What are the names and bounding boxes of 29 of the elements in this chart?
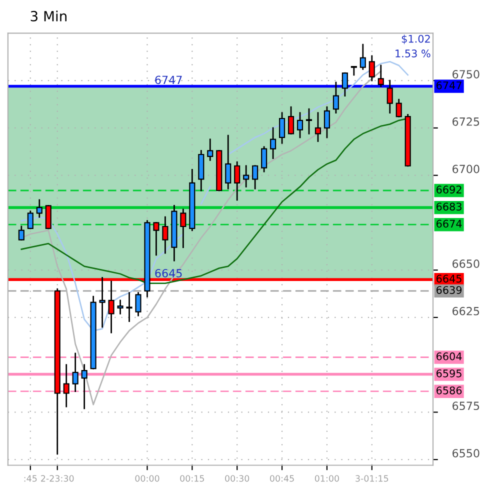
ref-line-label: 6645: [436, 274, 462, 283]
y-tick-label: 6650: [452, 260, 480, 268]
annotation: 6747: [155, 76, 182, 84]
ref-line-label: 6692: [436, 186, 462, 194]
ref-line-label: 6683: [436, 202, 462, 211]
ref-line-label: 6586: [436, 386, 462, 394]
y-tick-label: 6700: [452, 164, 480, 174]
x-tick-label: 2-23:30: [41, 475, 74, 482]
y-tick-label: 6575: [452, 402, 480, 410]
x-tick-label: 3-01:15: [356, 475, 388, 482]
x-tick-label: 01:00: [314, 475, 339, 482]
ref-line-label: 6639: [436, 286, 462, 294]
ref-line-label: 6595: [436, 369, 462, 378]
x-tick-label: :45: [24, 475, 37, 482]
x-tick-label: 00:00: [135, 475, 160, 482]
ref-line-label: 6674: [436, 220, 462, 228]
annotation: $1.02: [402, 34, 430, 44]
y-tick-label: 6750: [452, 70, 480, 78]
chart-title: 3 Min: [30, 10, 66, 22]
y-tick-label: 6725: [452, 117, 480, 126]
x-tick-label: 00:15: [180, 475, 204, 482]
annotation: 1.53 %: [396, 50, 430, 58]
x-tick-label: 00:30: [225, 475, 250, 482]
ref-line-label: 6747: [436, 81, 462, 90]
annotation: 6645: [155, 269, 182, 278]
x-tick-label: 00:45: [270, 475, 294, 482]
ref-line-label: 6604: [436, 352, 462, 360]
y-tick-label: 6625: [452, 306, 480, 316]
y-tick-label: 6550: [452, 449, 480, 458]
